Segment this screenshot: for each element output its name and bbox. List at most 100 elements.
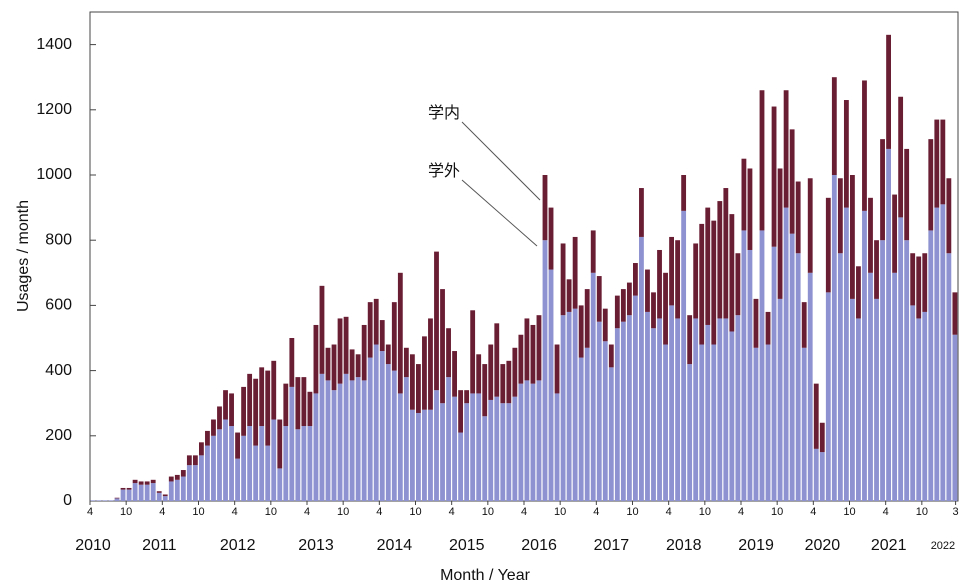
bar-segment bbox=[837, 253, 843, 501]
bar-segment bbox=[168, 481, 174, 501]
bar-segment bbox=[241, 386, 247, 436]
x-tick-label: 10 bbox=[409, 506, 421, 518]
bar-segment bbox=[337, 318, 343, 384]
bar-segment bbox=[777, 298, 783, 501]
bar-segment bbox=[868, 272, 873, 501]
bar-segment bbox=[633, 295, 638, 501]
bar-segment bbox=[355, 377, 361, 501]
bar-segment bbox=[223, 419, 228, 501]
bar-segment bbox=[259, 426, 265, 501]
bar-segment bbox=[518, 383, 524, 501]
y-tick-label: 1400 bbox=[36, 36, 72, 53]
bar-segment bbox=[862, 210, 867, 502]
x-tick-label: 10 bbox=[916, 506, 928, 518]
bar-segment bbox=[325, 347, 331, 381]
bar-segment bbox=[880, 240, 885, 501]
year-label: 2022 bbox=[931, 540, 955, 552]
bar-segment bbox=[669, 236, 674, 306]
bar-segment bbox=[687, 364, 693, 501]
bar-segment bbox=[192, 465, 198, 501]
bar-segment bbox=[729, 331, 735, 501]
bar-segment bbox=[397, 393, 403, 501]
bar-segment bbox=[886, 34, 891, 149]
bar-segment bbox=[675, 318, 681, 501]
bar-segment bbox=[892, 272, 898, 501]
year-label: 2021 bbox=[871, 537, 907, 554]
bar-segment bbox=[96, 500, 102, 501]
bar-segment bbox=[235, 432, 240, 459]
bar-segment bbox=[536, 380, 542, 501]
bar-segment bbox=[554, 393, 560, 501]
bar-segment bbox=[385, 364, 391, 501]
bar-segment bbox=[868, 197, 873, 273]
bar-segment bbox=[639, 236, 644, 501]
bar-segment bbox=[807, 178, 813, 273]
bar-segment bbox=[843, 207, 849, 501]
bar-segment bbox=[500, 364, 506, 404]
bar-segment bbox=[590, 272, 596, 501]
bar-segment bbox=[168, 476, 174, 482]
x-tick-label: 10 bbox=[192, 506, 204, 518]
bar-segment bbox=[910, 305, 916, 501]
bar-segment bbox=[108, 500, 114, 501]
bar-segment bbox=[735, 253, 741, 316]
bar-segment bbox=[898, 96, 904, 218]
bar-segment bbox=[675, 240, 681, 319]
x-tick-label: 4 bbox=[883, 506, 889, 518]
bar-segment bbox=[259, 367, 265, 427]
bar-segment bbox=[669, 305, 674, 501]
annotation-outer: 学外 bbox=[428, 162, 460, 180]
bar-segment bbox=[373, 298, 379, 345]
bar-segment bbox=[295, 377, 301, 430]
bar-segment bbox=[608, 344, 614, 368]
bar-segment bbox=[205, 430, 210, 446]
x-tick-label: 10 bbox=[626, 506, 638, 518]
bar-segment bbox=[247, 426, 253, 501]
bar-segment bbox=[512, 396, 518, 501]
bar-segment bbox=[452, 396, 457, 501]
bar-segment bbox=[886, 148, 891, 502]
bar-segment bbox=[856, 318, 861, 501]
year-label: 2018 bbox=[666, 537, 702, 554]
bar-segment bbox=[807, 272, 813, 501]
bar-segment bbox=[584, 347, 590, 501]
bar-segment bbox=[645, 311, 650, 501]
bar-segment bbox=[277, 468, 283, 501]
bar-segment bbox=[771, 246, 777, 501]
x-tick-label: 4 bbox=[521, 506, 527, 518]
bar-segment bbox=[620, 289, 626, 322]
x-tick-label: 4 bbox=[666, 506, 672, 518]
bar-segment bbox=[741, 158, 747, 231]
bar-segment bbox=[813, 383, 819, 449]
bar-segment bbox=[614, 295, 620, 329]
bar-segment bbox=[705, 207, 711, 325]
bar-segment bbox=[512, 347, 518, 397]
bar-segment bbox=[898, 217, 904, 501]
y-tick-label: 800 bbox=[45, 231, 72, 248]
bar-segment bbox=[681, 210, 687, 502]
bar-segment bbox=[307, 391, 313, 427]
bar-segment bbox=[614, 328, 620, 501]
x-tick-label: 10 bbox=[337, 506, 349, 518]
bar-segment bbox=[343, 316, 349, 374]
bar-segment bbox=[277, 419, 283, 469]
bar-segment bbox=[343, 373, 349, 501]
bar-segment bbox=[596, 276, 602, 322]
bar-segment bbox=[367, 302, 373, 358]
bar-segment bbox=[114, 498, 120, 501]
bar-segment bbox=[186, 465, 192, 501]
bar-segment bbox=[144, 484, 150, 501]
bar-segment bbox=[789, 233, 795, 501]
bar-segment bbox=[741, 230, 747, 502]
bar-segment bbox=[687, 315, 693, 365]
bar-segment bbox=[602, 308, 608, 342]
bar-segment bbox=[180, 476, 186, 501]
bar-segment bbox=[801, 347, 807, 501]
bar-segment bbox=[132, 483, 138, 501]
y-tick-label: 200 bbox=[45, 427, 72, 444]
bar-segment bbox=[331, 344, 337, 391]
bar-segment bbox=[657, 318, 662, 501]
bar-segment bbox=[819, 452, 825, 501]
bar-segment bbox=[180, 470, 186, 477]
year-label: 2020 bbox=[805, 537, 841, 554]
